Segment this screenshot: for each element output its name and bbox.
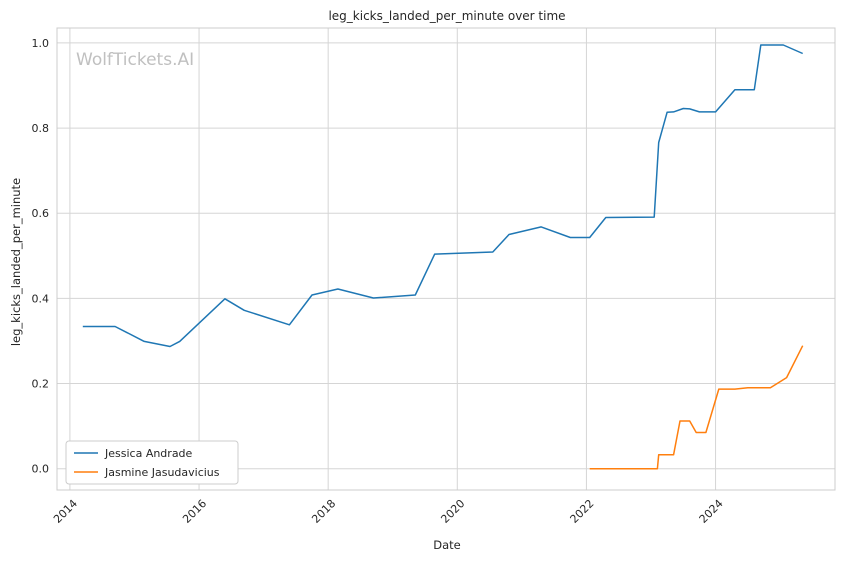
series-layer bbox=[82, 44, 804, 470]
plot-frame bbox=[56, 27, 836, 491]
y-tick-label: 0.0 bbox=[32, 463, 50, 476]
legend-label: Jessica Andrade bbox=[104, 447, 193, 460]
y-axis-label: leg_kicks_landed_per_minute bbox=[9, 178, 23, 346]
y-tick-label: 0.8 bbox=[32, 122, 50, 135]
series-line-1 bbox=[589, 345, 804, 470]
series-line-0 bbox=[82, 44, 804, 348]
legend-label: Jasmine Jasudavicius bbox=[104, 466, 220, 479]
legend-box bbox=[65, 440, 239, 485]
watermark: WolfTickets.AI bbox=[76, 50, 194, 70]
x-tick-label: 2022 bbox=[568, 497, 597, 526]
y-tick-label: 0.6 bbox=[32, 207, 50, 220]
x-axis-ticks: 2014 2016 2018 2020 2022 2024 bbox=[51, 497, 726, 526]
chart-title: leg_kicks_landed_per_minute over time bbox=[328, 9, 565, 23]
y-tick-label: 0.4 bbox=[32, 292, 50, 305]
x-tick-label: 2024 bbox=[697, 497, 726, 526]
y-axis-ticks: 0.0 0.2 0.4 0.6 0.8 1.0 bbox=[32, 37, 50, 476]
x-axis-label: Date bbox=[433, 538, 461, 552]
legend: Jessica Andrade Jasmine Jasudavicius bbox=[65, 440, 239, 485]
y-tick-label: 0.2 bbox=[32, 378, 50, 391]
x-tick-label: 2016 bbox=[180, 497, 209, 526]
y-tick-label: 1.0 bbox=[32, 37, 50, 50]
x-tick-label: 2014 bbox=[51, 497, 80, 526]
x-tick-label: 2020 bbox=[438, 497, 467, 526]
x-tick-label: 2018 bbox=[309, 497, 338, 526]
grid bbox=[57, 28, 835, 490]
